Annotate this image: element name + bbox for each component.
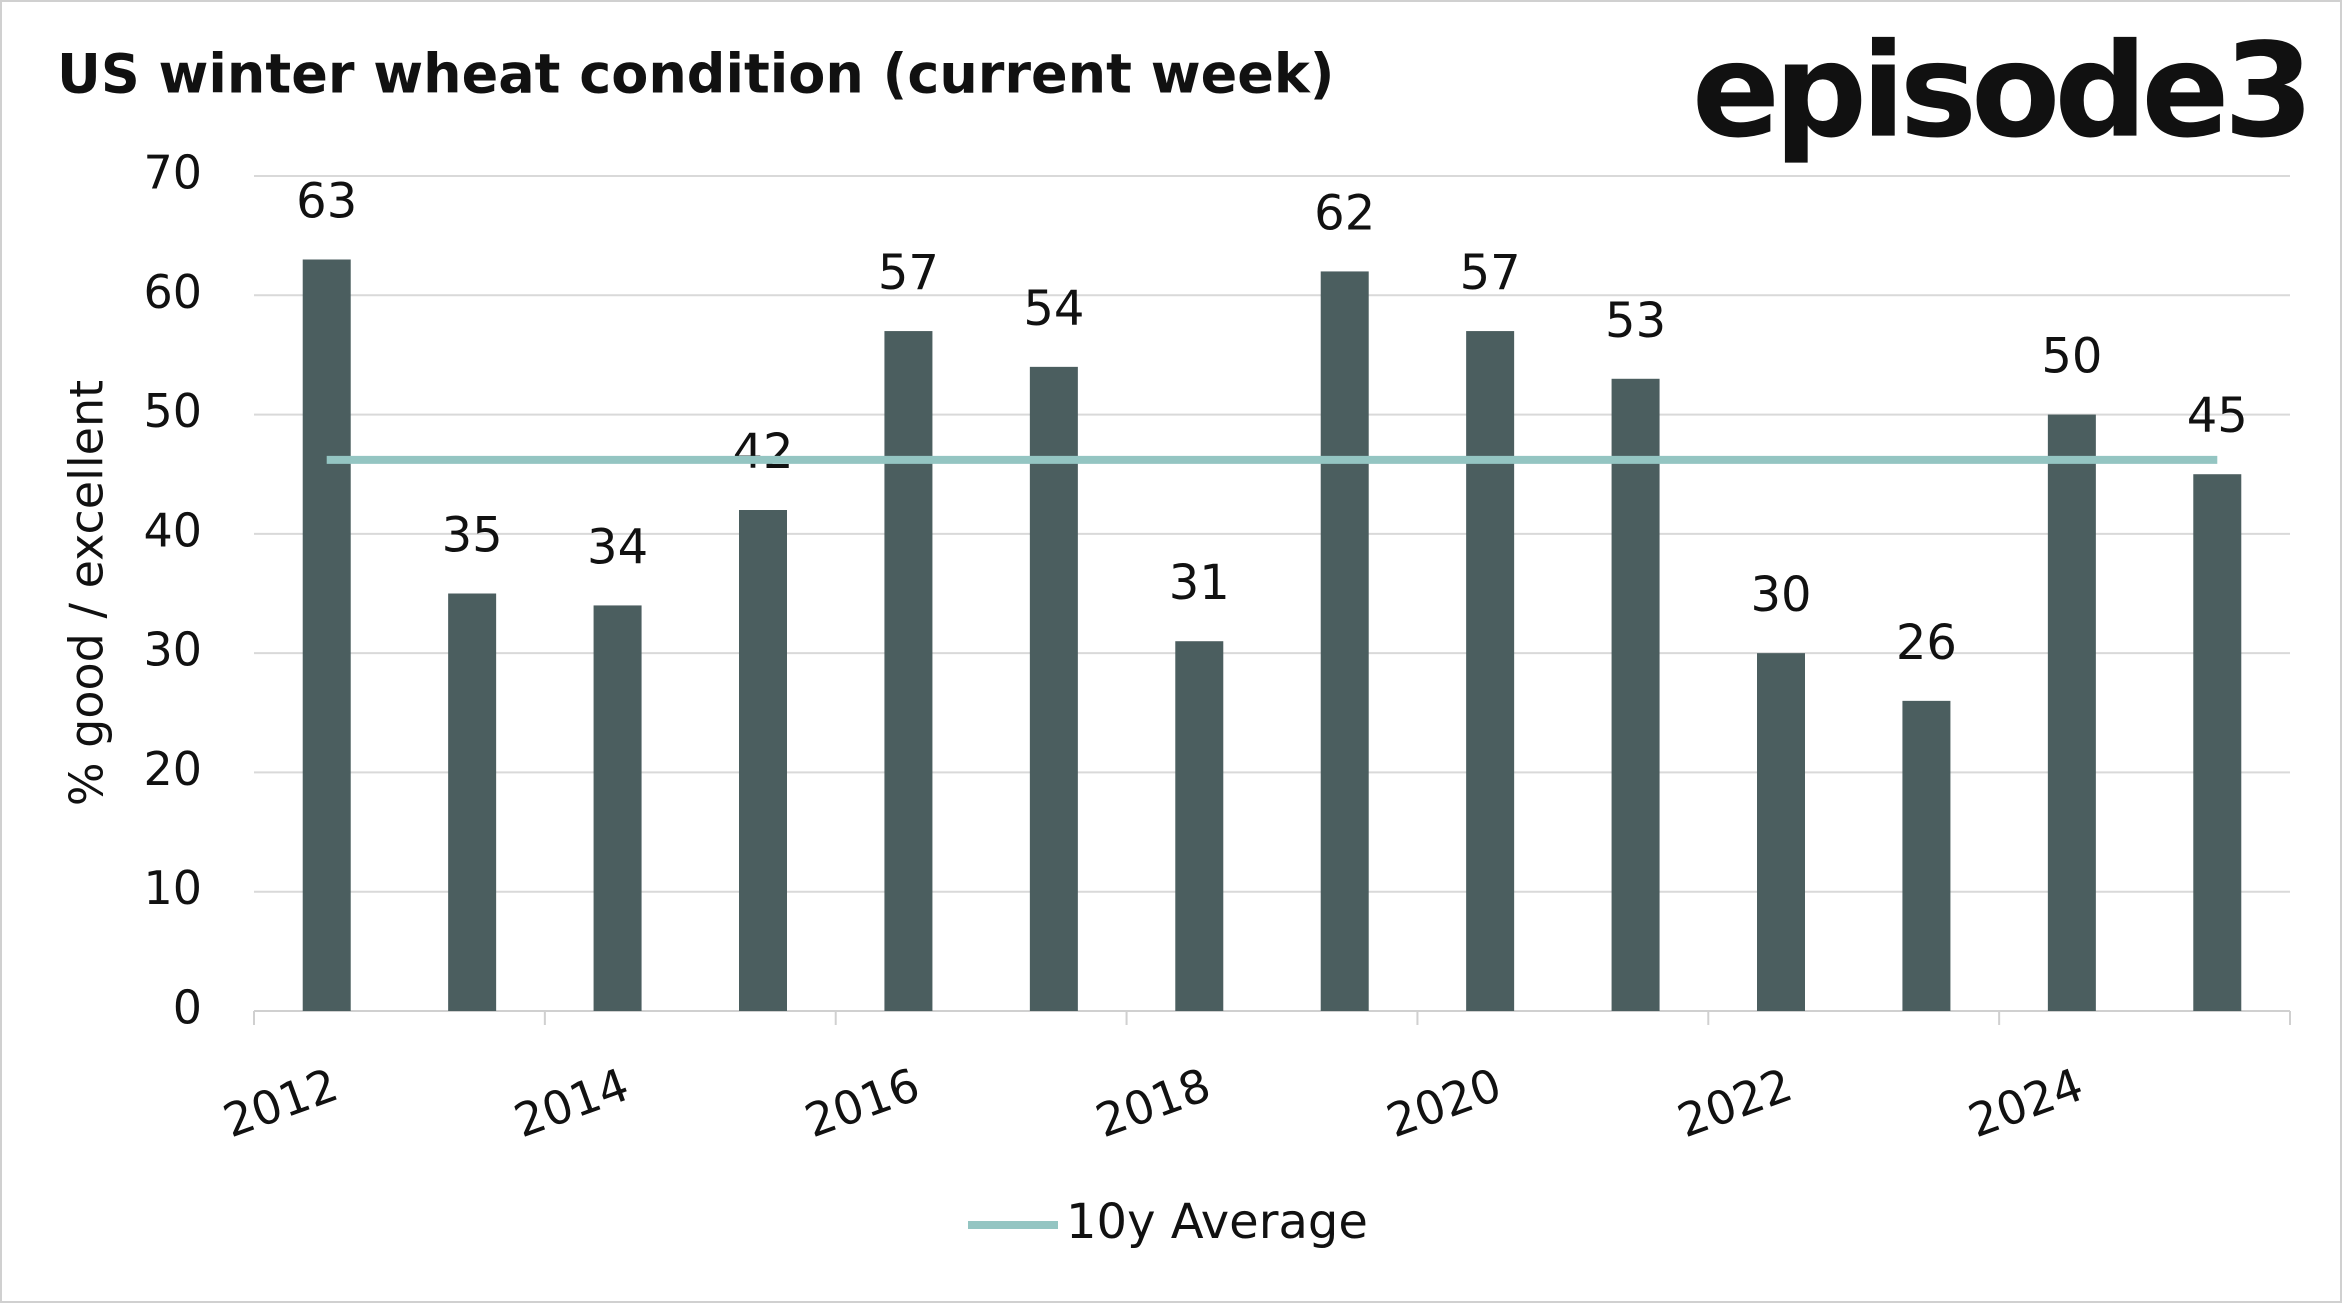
y-tick-label: 40	[143, 503, 202, 557]
data-label: 50	[2041, 329, 2102, 385]
y-tick-label: 30	[143, 623, 202, 677]
data-label: 30	[1750, 567, 1811, 623]
y-tick-label: 20	[143, 742, 202, 796]
y-axis-title: % good / excellent	[60, 380, 114, 806]
bar	[302, 259, 351, 1011]
data-label: 63	[296, 174, 357, 230]
bar	[884, 331, 933, 1012]
bar	[1175, 641, 1224, 1011]
brand-logo: episode3	[1692, 15, 2308, 167]
data-label: 42	[732, 424, 793, 480]
data-label: 53	[1605, 293, 1666, 349]
bar	[1611, 378, 1660, 1011]
legend-label: 10y Average	[1066, 1194, 1368, 1250]
data-label: 45	[2187, 388, 2248, 444]
data-label: 26	[1896, 615, 1957, 671]
bar	[739, 510, 787, 1011]
data-label: 34	[587, 519, 648, 575]
bar	[1029, 366, 1078, 1011]
bar	[2193, 474, 2242, 1011]
data-label: 54	[1023, 281, 1084, 337]
y-tick-label: 50	[143, 384, 202, 438]
data-label: 57	[1460, 245, 1521, 301]
y-tick-label: 70	[143, 146, 202, 200]
data-label: 35	[442, 508, 503, 564]
data-label: 57	[878, 245, 939, 301]
bar	[448, 593, 497, 1011]
bar	[2047, 414, 2096, 1012]
bar	[1320, 271, 1369, 1011]
y-tick-label: 0	[173, 981, 202, 1035]
bar	[593, 605, 642, 1011]
y-tick-label: 10	[143, 861, 202, 915]
data-label: 62	[1314, 185, 1375, 241]
chart-title: US winter wheat condition (current week)	[57, 43, 1334, 106]
data-label: 31	[1169, 555, 1230, 611]
bar	[1466, 331, 1515, 1012]
bar	[1757, 653, 1805, 1011]
y-tick-label: 60	[143, 265, 202, 319]
bar	[1902, 700, 1951, 1011]
